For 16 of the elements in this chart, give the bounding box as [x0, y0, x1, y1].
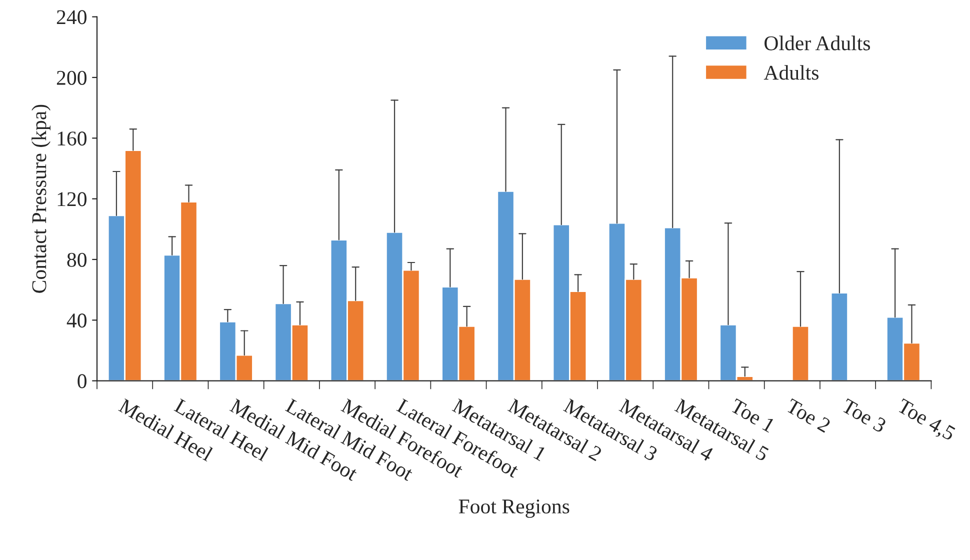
y-tick-label: 240	[56, 10, 86, 24]
y-tick-label: 40	[66, 314, 86, 328]
y-tick-label: 80	[67, 252, 86, 267]
legend-label: Older Adults	[764, 36, 870, 50]
y-tick-label: 120	[58, 192, 86, 206]
y-tick-label: 200	[56, 70, 86, 85]
x-axis-title: Foot Regions	[458, 500, 570, 518]
legend-label: Adults	[764, 65, 818, 80]
x-tick-label: Toe 2	[785, 398, 832, 433]
bar	[791, 326, 810, 381]
y-tick-label: 160	[58, 132, 86, 146]
y-axis-title: Contact Pressure (kpa)	[32, 104, 50, 293]
x-tick-label: Toe 3	[840, 398, 888, 434]
x-tick-label: Toe 4,5	[894, 398, 956, 444]
y-tick-label: 0	[78, 374, 86, 388]
bar	[830, 292, 848, 381]
